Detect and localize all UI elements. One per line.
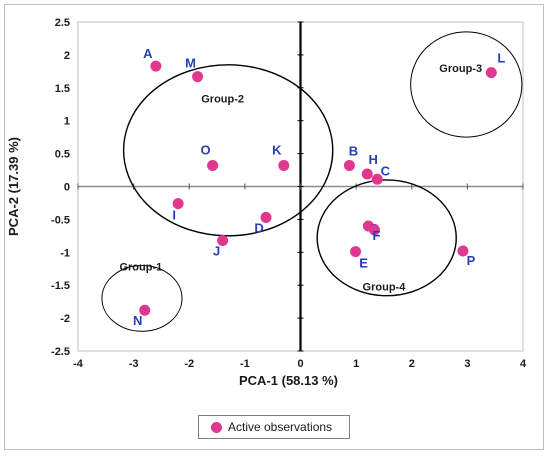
group-ellipse (316, 179, 457, 297)
group-ellipse (122, 64, 334, 237)
x-tick-label: -2 (184, 358, 194, 370)
data-point (150, 60, 162, 72)
data-point-label: E (359, 256, 368, 271)
data-point (217, 234, 229, 246)
y-tick-label: 2 (64, 50, 70, 62)
x-axis-title: PCA-1 (58.13 %) (239, 373, 338, 388)
x-tick-label: -4 (73, 358, 84, 370)
data-point-label: A (143, 46, 153, 61)
x-tick-label: 0 (297, 358, 303, 370)
data-point (361, 168, 373, 180)
data-point-label: N (133, 313, 142, 328)
data-point-label: O (201, 142, 211, 157)
legend: Active observations (198, 415, 350, 439)
y-tick-label: -1 (60, 247, 70, 259)
y-tick-label: -2 (60, 313, 70, 325)
data-point (371, 173, 383, 185)
data-point (278, 159, 290, 171)
y-tick-label: 1.5 (55, 83, 70, 95)
data-point-label: P (467, 253, 476, 268)
data-point-label: B (349, 143, 358, 158)
y-tick-label: 2.5 (55, 17, 70, 29)
data-point-label: M (185, 56, 196, 71)
legend-label: Active observations (228, 420, 333, 434)
data-point-label: L (497, 51, 505, 66)
data-point (485, 67, 497, 79)
data-point-label: K (272, 142, 282, 157)
x-tick-label: 1 (353, 358, 359, 370)
data-point-label: C (381, 163, 391, 178)
y-tick-label: 0.5 (55, 149, 70, 161)
x-tick-label: 4 (520, 358, 527, 370)
data-point (172, 198, 184, 210)
group-label: Group-2 (201, 93, 244, 105)
data-point-label: J (213, 243, 220, 258)
data-point (139, 304, 151, 316)
y-tick-label: -0.5 (51, 214, 70, 226)
group-ellipse (101, 264, 183, 332)
data-point-label: D (254, 220, 263, 235)
data-point (457, 245, 469, 257)
data-point-label: F (373, 228, 381, 243)
group-label: Group-4 (363, 281, 407, 293)
y-tick-label: 0 (64, 182, 70, 194)
data-point-label: I (172, 208, 176, 223)
x-tick-label: 3 (464, 358, 470, 370)
data-point (350, 246, 362, 258)
y-tick-label: 1 (64, 116, 70, 128)
legend-marker (211, 421, 222, 433)
group-label: Group-3 (439, 63, 482, 75)
x-tick-label: 2 (409, 358, 415, 370)
data-point (207, 159, 219, 171)
x-tick-label: -3 (129, 358, 139, 370)
y-tick-label: -1.5 (51, 280, 70, 292)
group-ellipse (410, 31, 523, 138)
data-point (368, 224, 380, 236)
x-tick-label: -1 (240, 358, 250, 370)
y-axis-title: PCA-2 (17.39 %) (6, 137, 21, 236)
data-point-label: H (369, 152, 378, 167)
data-point (260, 211, 272, 223)
data-point (343, 159, 355, 171)
y-tick-label: -2.5 (51, 346, 70, 358)
group-label: Group-1 (119, 262, 162, 274)
data-point (192, 71, 204, 83)
